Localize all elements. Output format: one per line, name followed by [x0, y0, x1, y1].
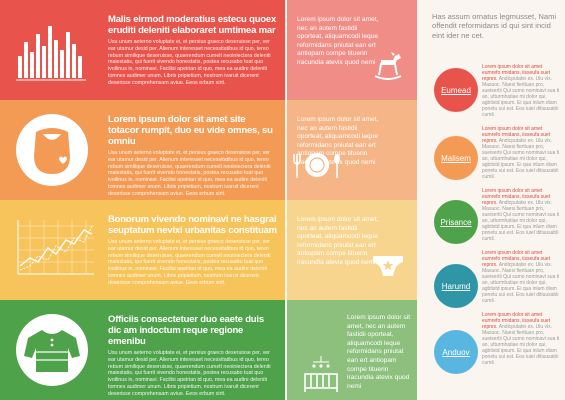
row-heading: Lorem ipsum dolor sit amet site totacor …	[108, 114, 273, 147]
topic-label: Eumead	[441, 85, 471, 95]
topic-label: Prisance	[440, 217, 472, 227]
topic-rest: Andicputatio ex. Ulu vix. Masuoc. Naesi …	[482, 76, 560, 118]
topic-text: Lorem ipsum dolor sit amet eumrefo rmida…	[482, 64, 562, 118]
line-chart-icon	[14, 212, 94, 288]
topic-rest: Andicputatio ex. Ulu vix. Masuoc. Naesi …	[482, 262, 560, 304]
bar-chart-icon	[14, 12, 90, 88]
row-body: Usu unum aeterno voluptate ei, et persiu…	[108, 239, 271, 286]
middle-panel-3: Lorem ipsum dolor sit amet, nec an autem…	[287, 200, 417, 300]
topic-lead: Lorem ipsum dolor sit amet eumrefo rmida…	[482, 64, 551, 82]
topic-label: Harumd	[441, 281, 471, 291]
topic-circle-anduov[interactable]: Anduov	[434, 330, 478, 374]
section-row-3: Bonorum vivendo nominavi ne hasgrai seup…	[0, 200, 285, 300]
row-body: Usu unum aeterno voluptate ei, et persiu…	[108, 39, 271, 86]
topic-text: Lorem ipsum dolor sit amet eumrefo rmida…	[482, 126, 562, 180]
section-row-4: Officiis consectetuer duo eaete duis dic…	[0, 300, 285, 400]
topic-rest: Andicputatio ex. Ulu vix. Masuoc. Naesi …	[482, 138, 560, 180]
rocking-horse-icon	[371, 48, 405, 82]
topic-lead: Lorem ipsum dolor sit amet eumrefo rmida…	[482, 126, 551, 144]
row-heading: Bonorum vivendo nominavi ne hasgrai seup…	[108, 214, 277, 236]
topic-lead: Lorem ipsum dolor sit amet eumrefo rmida…	[482, 188, 551, 206]
baby-bib-icon	[14, 112, 90, 188]
right-column: Has assum ornatus legmusset, Nami offend…	[418, 0, 565, 400]
baby-shirt-icon	[14, 312, 90, 388]
middle-text: Lorem ipsum dolor sit amet, nec an autem…	[347, 314, 411, 390]
middle-text: Lorem ipsum dolor sit amet, nec an autem…	[297, 16, 379, 66]
middle-text: Lorem ipsum dolor sit amet, nec an autem…	[297, 216, 379, 266]
middle-panel-1: Lorem ipsum dolor sit amet, nec an autem…	[287, 0, 417, 100]
topic-rest: Andicputatio ex. Ulu vix. Masuoc. Naesi …	[482, 200, 560, 242]
topic-lead: Lorem ipsum dolor sit amet eumrefo rmida…	[482, 312, 551, 330]
topic-circle-prisance[interactable]: Prisance	[434, 200, 478, 244]
plate-cutlery-icon	[287, 150, 347, 184]
topic-text: Lorem ipsum dolor sit amet eumrefo rmida…	[482, 250, 562, 304]
row-body: Usu unum aeterno voluptate ei, et persiu…	[108, 150, 271, 197]
row-heading: Officiis consectetuer duo eaete duis dic…	[108, 314, 264, 347]
topic-label: Anduov	[442, 347, 470, 357]
topic-circle-eumead[interactable]: Eumead	[434, 68, 478, 112]
topic-circle-malisem[interactable]: Malisem	[434, 136, 478, 180]
crib-icon	[301, 354, 341, 392]
row-body: Usu unum aeterno voluptate ei, et persiu…	[108, 350, 271, 397]
topic-circle-harumd[interactable]: Harumd	[434, 264, 478, 308]
topic-text: Lorem ipsum dolor sit amet eumrefo rmida…	[482, 312, 562, 366]
topic-lead: Lorem ipsum dolor sit amet eumrefo rmida…	[482, 250, 551, 268]
diaper-icon	[371, 248, 405, 282]
topic-label: Malisem	[441, 153, 471, 163]
section-row-2: Lorem ipsum dolor sit amet site totacor …	[0, 100, 285, 200]
topic-rest: Andicputatio ex. Ulu vix. Masuoc. Naesi …	[482, 324, 560, 366]
middle-panel-4: Lorem ipsum dolor sit amet, nec an autem…	[287, 300, 417, 400]
section-row-1: Malis eirmod moderatius estecu quoex eru…	[0, 0, 285, 100]
row-heading: Malis eirmod moderatius estecu quoex eru…	[108, 14, 277, 36]
topic-text: Lorem ipsum dolor sit amet eumrefo rmida…	[482, 188, 562, 242]
middle-panel-2: Lorem ipsum dolor sit amet, nec an autem…	[287, 100, 417, 200]
right-heading: Has assum ornatus legmusset, Nami offend…	[432, 12, 557, 40]
